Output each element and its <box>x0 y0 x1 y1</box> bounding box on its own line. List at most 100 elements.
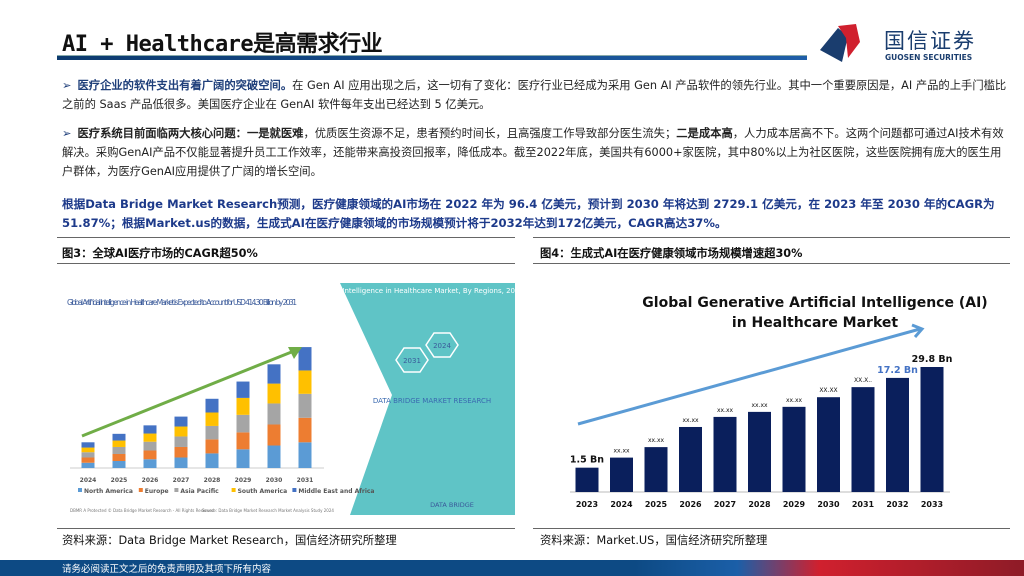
data-label: xx.xx <box>682 417 699 424</box>
logo-text-en: GUOSEN SECURITIES <box>885 53 973 62</box>
bar <box>886 377 909 492</box>
legend-label: Middle East and Africa <box>298 488 374 495</box>
bar-segment <box>267 424 281 446</box>
bullet-lead: 医疗系统目前面临两大核心问题： <box>77 127 247 140</box>
legend-swatch <box>231 488 236 492</box>
trend-arrow-icon <box>81 349 295 438</box>
bullet-2: ➢ 医疗系统目前面临两大核心问题：一是就医难，优质医生资源不足，患者预约时间长，且… <box>62 124 1012 181</box>
bar-segment <box>112 453 126 461</box>
figure-4-caption: 图4：生成式AI在医疗健康领域市场规模增速超30% <box>540 247 803 260</box>
x-tick-label: 2023 <box>576 500 598 509</box>
brand-text: DATA BRIDGE MARKET RESEARCH <box>373 397 491 405</box>
hexagon-icon <box>425 332 459 358</box>
x-tick-label: 2033 <box>921 500 943 509</box>
bar-segment <box>81 447 95 453</box>
bullet-lead: 医疗企业的软件支出有着广阔的突破空间。 <box>77 79 293 92</box>
bar <box>817 397 840 492</box>
bar-segment <box>267 383 281 404</box>
x-tick-label: 2027 <box>714 500 736 509</box>
bar-segment <box>174 416 188 427</box>
bar-segment <box>143 433 157 442</box>
x-tick-label: 2031 <box>852 500 875 509</box>
x-tick-label: 2028 <box>204 477 221 484</box>
data-label: xx.xx <box>613 448 630 455</box>
bar-segment <box>236 449 250 468</box>
footer-band <box>0 560 1024 576</box>
legend-label: Europe <box>145 488 169 495</box>
bullet-bold: 一是就医难 <box>246 127 304 140</box>
bar-segment <box>143 450 157 460</box>
x-tick-label: 2025 <box>111 477 128 484</box>
data-label: XX.X.. <box>854 377 872 384</box>
bar <box>575 467 599 492</box>
bar-segment <box>298 417 312 443</box>
footer-disclaimer: 请务必阅读正文之后的免责声明及其项下所有内容 <box>62 564 272 575</box>
guosen-logo-icon <box>820 24 860 62</box>
bar <box>920 367 944 492</box>
bullet-1: ➢ 医疗企业的软件支出有着广阔的突破空间。在 Gen AI 应用出现之后，这一切有… <box>62 76 1012 114</box>
trend-arrow-icon <box>577 327 921 426</box>
bar <box>610 457 633 492</box>
chart-title: Global Artificial Intelligence in Health… <box>67 298 297 307</box>
legend-label: North America <box>84 488 133 495</box>
bar <box>851 387 875 492</box>
x-tick-label: 2029 <box>235 477 252 484</box>
x-tick-label: 2025 <box>645 500 668 509</box>
title-divider <box>57 55 807 60</box>
trend-arrow-head <box>288 347 302 359</box>
bar-segment <box>174 457 188 468</box>
bar <box>782 406 806 492</box>
x-tick-label: 2027 <box>173 477 190 484</box>
bar-segment <box>236 397 250 415</box>
bar-segment <box>143 459 157 468</box>
data-label: xx.xx <box>786 397 803 404</box>
genai-healthcare-market-chart: Global Generative Artificial Intelligenc… <box>570 295 988 509</box>
bar-segment <box>298 393 312 418</box>
hexagon-icon <box>395 347 429 373</box>
x-tick-label: 2026 <box>679 500 702 509</box>
side-panel <box>340 283 515 515</box>
bar-segment <box>236 381 250 398</box>
bar-segment <box>205 398 219 413</box>
legend-label: Asia Pacific <box>180 488 219 495</box>
bar-segment <box>112 433 126 441</box>
bar <box>644 447 668 492</box>
x-tick-label: 2029 <box>783 500 806 509</box>
chart-title: Global Generative Artificial Intelligenc… <box>642 295 987 311</box>
bar-segment <box>112 446 126 454</box>
bullet-arrow-icon: ➢ <box>62 127 72 140</box>
side-title: Global Artificial Intelligence in Health… <box>287 287 515 295</box>
x-tick-label: 2028 <box>748 500 771 509</box>
bar-segment <box>174 426 188 437</box>
x-tick-label: 2030 <box>266 477 283 484</box>
bullet-text: ，优质医生资源不足，患者预约时间长，且高强度工作导致部分医生流失； <box>303 127 677 140</box>
bar-segment <box>112 440 126 447</box>
legend-swatch <box>78 488 82 492</box>
bar-segment <box>236 432 250 450</box>
bar-segment <box>267 364 281 384</box>
bar <box>713 416 737 492</box>
figure-4-source: 资料来源：Market.US，国信经济研究所整理 <box>540 534 768 547</box>
bar <box>748 411 771 492</box>
footnote-left: DBMR A Protected © Data Bridge Market Re… <box>70 508 216 513</box>
logo-text-cn: 国信证券 <box>884 29 976 53</box>
x-tick-label: 2031 <box>297 477 314 484</box>
bar-segment <box>81 452 95 458</box>
bar <box>679 426 702 492</box>
hex-label: 2031 <box>403 357 421 365</box>
bar-segment <box>174 446 188 458</box>
bar-segment <box>298 370 312 394</box>
bullet-text: ，人力成本居高不下。这两个问题都可通过AI技术有效解决。采购GenAI产品不仅能… <box>62 127 1004 178</box>
footnote-right: Source: Data Bridge Market Research Mark… <box>202 508 334 513</box>
legend-label: South America <box>238 488 288 495</box>
bullet-bold: 二是成本高 <box>676 127 733 140</box>
bar-segment <box>205 425 219 440</box>
data-label: XX.XX <box>819 387 837 394</box>
bar-segment <box>236 414 250 433</box>
bar-segment <box>298 442 312 468</box>
x-tick-label: 2030 <box>817 500 840 509</box>
legend-swatch <box>174 488 179 492</box>
figure-3-source: 资料来源：Data Bridge Market Research，国信经济研究所… <box>62 534 397 547</box>
ai-healthcare-regional-chart: Global Artificial Intelligence in Health… <box>67 283 515 515</box>
hex-label: 2024 <box>433 342 451 350</box>
